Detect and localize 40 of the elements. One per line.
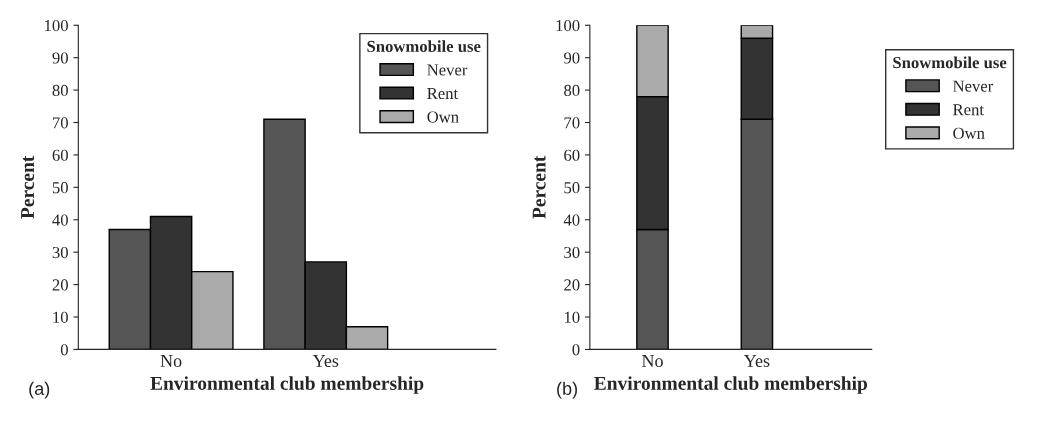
legend-title: Snowmobile use [893,56,1007,69]
y-tick-label: 30 [564,246,580,259]
y-tick-label: 40 [563,214,580,226]
legend-label: Never [953,80,994,92]
legend-label: Own [953,127,985,139]
y-tick-label: 20 [52,279,68,291]
y-axis-title: Percent [21,155,35,219]
y-tick-label: 50 [564,182,580,194]
y-tick-label: 40 [52,214,68,226]
y-tick-label: 10 [564,311,580,323]
legend-label: Rent [427,88,459,100]
x-axis-title: Environmental club membership [150,376,424,394]
y-tick-label: 80 [52,84,68,97]
y-tick-label: 100 [45,19,68,32]
y-tick-label: 100 [556,19,580,32]
legend-label: Rent [953,104,984,116]
y-tick-label: 50 [52,182,68,194]
y-axis-title: Percent [532,155,546,219]
text: (a) [29,381,50,399]
y-tick-label: 70 [53,117,68,129]
y-tick-label: 20 [564,279,580,291]
y-tick-label: 0 [60,344,68,356]
x-axis-title: Environmental club membership [594,376,868,394]
text: (b) [557,381,577,399]
x-tick-label: Yes [743,355,770,367]
y-tick-label: 30 [52,246,68,259]
y-tick-label: 70 [564,117,580,129]
x-tick-label: Yes [312,355,339,367]
y-tick-label: 90 [52,52,68,64]
legend-label: Never [427,64,468,76]
x-tick-label: No [641,355,663,367]
x-tick-label: No [160,355,182,367]
y-tick-label: 0 [572,344,580,356]
y-tick-label: 90 [564,52,580,64]
y-tick-label: 10 [53,311,68,323]
legend-label: Own [427,111,459,123]
y-tick-label: 60 [564,149,580,161]
y-tick-label: 80 [564,84,580,97]
y-tick-label: 60 [52,149,68,161]
legend-title: Snowmobile use [367,40,481,53]
